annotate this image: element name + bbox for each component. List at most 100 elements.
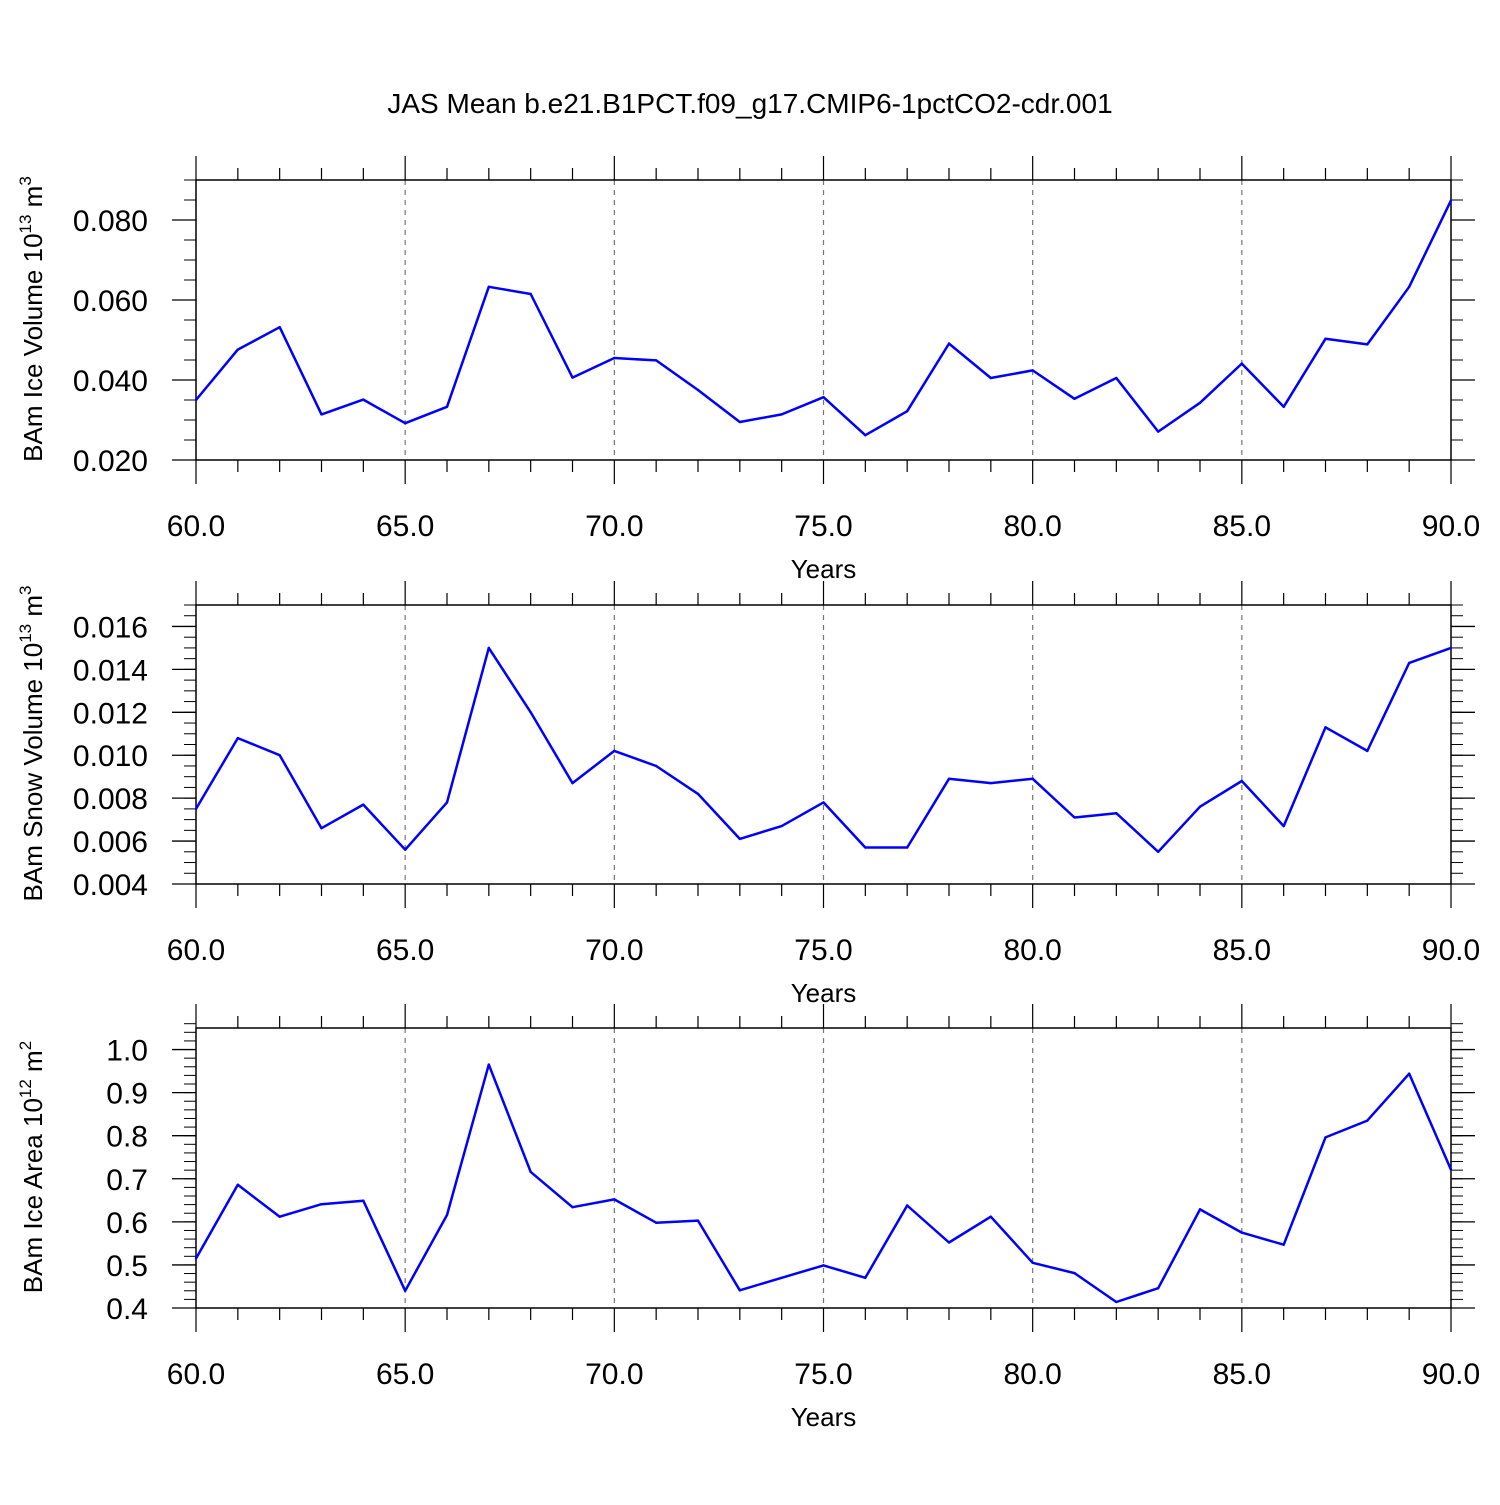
data-point <box>989 376 993 380</box>
data-point <box>487 1063 491 1066</box>
data-point <box>989 781 993 785</box>
x-tick-label: 70.0 <box>585 934 643 967</box>
data-point <box>1198 401 1202 404</box>
data-point <box>1115 376 1118 380</box>
data-point <box>529 1170 532 1174</box>
y-tick-label: 0.014 <box>73 654 148 687</box>
data-point <box>738 420 742 424</box>
data-point <box>864 1276 867 1280</box>
data-point <box>864 434 867 437</box>
x-axis-label: Years <box>791 554 857 584</box>
data-point <box>445 405 449 408</box>
data-point <box>654 1221 658 1224</box>
x-tick-label: 85.0 <box>1213 510 1271 543</box>
data-point <box>194 1257 198 1260</box>
data-point <box>1407 661 1411 665</box>
x-axis-label: Years <box>791 978 857 1008</box>
data-point <box>1324 726 1327 729</box>
data-point <box>654 764 658 768</box>
data-point <box>1031 369 1034 372</box>
y-tick-label: 0.060 <box>73 285 148 318</box>
data-point <box>696 792 700 796</box>
data-point <box>780 824 783 828</box>
y-tick-label: 0.010 <box>73 740 148 773</box>
data-point <box>362 398 365 401</box>
x-tick-label: 75.0 <box>794 510 852 543</box>
data-point <box>1449 199 1453 202</box>
x-tick-label: 70.0 <box>585 1358 643 1391</box>
data-point <box>320 827 323 830</box>
data-point <box>403 848 407 851</box>
y-axis-label: BAm Ice Area 1012 m2 <box>16 1041 48 1293</box>
x-tick-label: 90.0 <box>1422 510 1480 543</box>
x-tick-label: 80.0 <box>1003 934 1061 967</box>
data-point <box>905 1204 909 1207</box>
data-point <box>487 646 491 650</box>
data-point <box>1366 1119 1369 1122</box>
series-line <box>195 199 1453 437</box>
y-tick-label: 0.9 <box>106 1078 148 1111</box>
data-point <box>1449 1168 1453 1171</box>
data-point <box>362 1199 365 1202</box>
data-point <box>989 1215 993 1218</box>
data-point <box>822 1264 825 1267</box>
data-point <box>905 846 909 849</box>
y-tick-label: 0.4 <box>106 1293 148 1326</box>
data-point <box>1407 285 1411 288</box>
data-point <box>194 398 198 402</box>
data-point <box>403 422 407 425</box>
data-point <box>1115 1300 1118 1304</box>
data-point <box>613 749 616 753</box>
data-point <box>1407 1072 1411 1075</box>
x-tick-label: 90.0 <box>1422 934 1480 967</box>
y-axis-label: BAm Ice Volume 1013 m3 <box>16 176 48 462</box>
data-point <box>362 803 365 806</box>
data-point <box>780 1276 783 1280</box>
data-point <box>1366 749 1369 753</box>
data-point <box>822 801 825 804</box>
data-point <box>696 1219 700 1222</box>
data-point <box>696 388 700 392</box>
chart-panel-1: 0.020 0.040 0.060 0.080 60.0 65.0 70.0 75.0 80.0… <box>16 156 1480 584</box>
y-tick-label: 0.020 <box>73 445 148 478</box>
y-tick-label: 0.040 <box>73 365 148 398</box>
chart-panel-3: 0.4 0.5 0.6 0.7 0.8 0.9 1.0 60.0 65.0 70.0 75.0 80.… <box>16 1004 1480 1432</box>
y-tick-label: 0.008 <box>73 783 148 816</box>
data-point <box>864 846 867 849</box>
data-point <box>445 1213 449 1217</box>
data-point <box>654 359 658 362</box>
data-point <box>1282 824 1285 828</box>
data-point <box>571 1206 574 1209</box>
chart-panel-2: 0.004 0.006 0.008 0.010 0.012 0.014 0.016 60.0 6… <box>16 581 1480 1008</box>
data-point <box>780 413 783 416</box>
x-tick-label: 75.0 <box>794 1358 852 1391</box>
data-point <box>403 1289 407 1292</box>
data-point <box>278 1215 281 1218</box>
x-tick-label: 60.0 <box>167 510 225 543</box>
data-point <box>320 1202 323 1206</box>
data-point <box>445 801 449 804</box>
x-tick-label: 80.0 <box>1003 1358 1061 1391</box>
data-point <box>487 285 491 288</box>
data-point <box>1073 397 1076 400</box>
y-tick-label: 0.080 <box>73 205 148 238</box>
data-point <box>1198 805 1202 808</box>
data-point <box>1449 646 1453 650</box>
data-point <box>1282 405 1285 408</box>
y-tick-label: 0.006 <box>73 826 148 859</box>
data-point <box>1031 777 1034 781</box>
y-tick-label: 0.004 <box>73 869 148 902</box>
data-point <box>1324 1136 1327 1139</box>
data-point <box>947 1241 951 1244</box>
data-point <box>947 342 951 345</box>
x-tick-label: 75.0 <box>794 934 852 967</box>
y-tick-label: 1.0 <box>106 1035 148 1068</box>
data-point <box>571 376 574 379</box>
x-tick-label: 60.0 <box>167 934 225 967</box>
data-point <box>529 292 532 296</box>
data-point <box>1198 1208 1202 1211</box>
data-point <box>1156 1286 1160 1290</box>
x-tick-label: 65.0 <box>376 510 434 543</box>
data-point <box>194 807 198 811</box>
data-point <box>1240 779 1244 783</box>
